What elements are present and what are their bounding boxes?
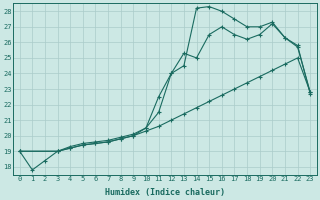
X-axis label: Humidex (Indice chaleur): Humidex (Indice chaleur) xyxy=(105,188,225,197)
